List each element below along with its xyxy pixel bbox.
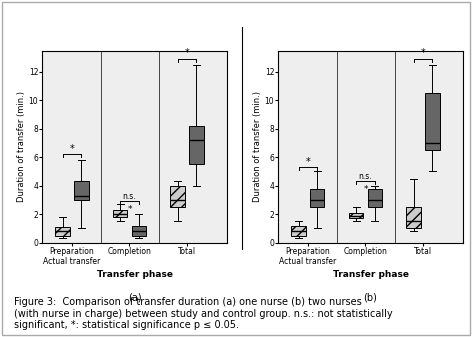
X-axis label: Transfer phase: Transfer phase: [96, 270, 173, 279]
Text: *: *: [421, 49, 425, 58]
Text: (a): (a): [128, 292, 141, 302]
X-axis label: Transfer phase: Transfer phase: [332, 270, 409, 279]
PathPatch shape: [368, 189, 382, 207]
PathPatch shape: [425, 93, 439, 150]
Text: *: *: [305, 156, 310, 166]
Text: *: *: [363, 185, 368, 194]
PathPatch shape: [132, 225, 146, 236]
Y-axis label: Duration of transfer (min.): Duration of transfer (min.): [17, 91, 26, 202]
Text: *: *: [69, 144, 74, 154]
PathPatch shape: [170, 186, 185, 207]
Text: *: *: [127, 205, 132, 214]
Text: (b): (b): [363, 292, 378, 302]
PathPatch shape: [291, 225, 306, 236]
Text: n.s.: n.s.: [359, 172, 372, 181]
PathPatch shape: [349, 213, 363, 218]
Y-axis label: Duration of transfer (min.): Duration of transfer (min.): [253, 91, 262, 202]
PathPatch shape: [74, 181, 89, 200]
Text: *: *: [185, 49, 189, 58]
PathPatch shape: [406, 207, 421, 228]
Text: Figure 3:  Comparison of transfer duration (a) one nurse (b) two nurses
(with nu: Figure 3: Comparison of transfer duratio…: [14, 297, 393, 330]
Text: n.s.: n.s.: [123, 192, 136, 201]
PathPatch shape: [310, 189, 324, 207]
PathPatch shape: [113, 210, 127, 217]
PathPatch shape: [55, 227, 70, 236]
PathPatch shape: [189, 126, 203, 164]
